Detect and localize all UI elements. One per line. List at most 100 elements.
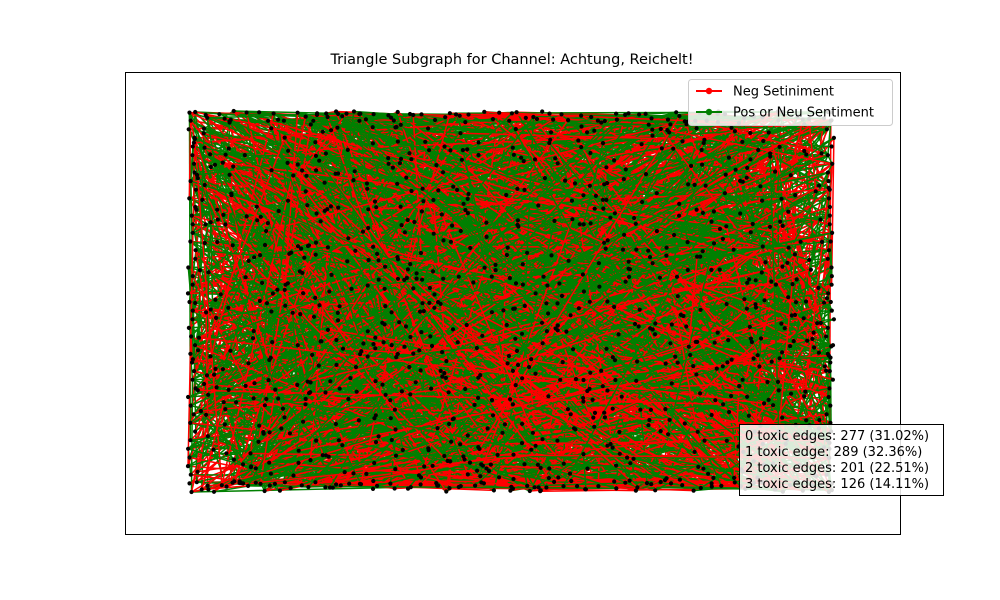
edge-positive-neutral (289, 253, 810, 427)
edge-negative (420, 330, 548, 372)
graph-node (717, 267, 722, 272)
graph-node (650, 261, 655, 266)
graph-node (635, 485, 640, 490)
graph-node (692, 449, 697, 454)
graph-node (780, 350, 785, 355)
graph-node (616, 332, 621, 337)
graph-node (632, 321, 638, 327)
graph-node (748, 157, 753, 162)
graph-node (640, 199, 645, 205)
edge-positive-neutral (267, 120, 393, 441)
edge-negative (190, 120, 341, 307)
graph-node (490, 413, 496, 418)
edge-positive-neutral (197, 128, 205, 351)
graph-node (677, 213, 682, 218)
graph-node (303, 396, 308, 401)
edge-negative (305, 190, 499, 456)
graph-node (419, 209, 424, 214)
edge-negative (697, 413, 827, 433)
edge-positive-neutral (210, 142, 704, 156)
graph-node (271, 111, 276, 116)
graph-node (361, 341, 366, 346)
graph-node (431, 197, 436, 203)
graph-node (802, 394, 807, 399)
edge-negative (191, 137, 286, 380)
graph-node (737, 384, 742, 389)
graph-node (602, 410, 607, 415)
graph-node (732, 475, 737, 480)
graph-node (763, 260, 768, 265)
edge-positive-neutral (307, 114, 640, 488)
edge-positive-neutral (484, 152, 771, 269)
graph-node (441, 276, 446, 281)
graph-node (455, 187, 460, 192)
edge-negative (200, 383, 205, 412)
graph-node (337, 386, 342, 391)
graph-node (258, 214, 263, 219)
graph-node (777, 356, 782, 361)
graph-node (291, 473, 296, 478)
graph-node (489, 274, 494, 279)
graph-node (664, 253, 669, 258)
graph-node (663, 407, 668, 412)
graph-node (348, 376, 353, 381)
graph-node (465, 433, 470, 438)
graph-node (423, 139, 428, 144)
edge-positive-neutral (462, 149, 493, 277)
graph-node (563, 178, 568, 183)
graph-node (398, 156, 404, 161)
edge-positive-neutral (764, 261, 829, 329)
graph-node (392, 407, 397, 412)
graph-node (513, 127, 518, 132)
graph-node (251, 329, 256, 334)
graph-node (604, 165, 609, 170)
graph-node (302, 255, 307, 260)
graph-node (193, 300, 198, 306)
graph-node (227, 172, 232, 177)
edge-negative (253, 354, 313, 399)
graph-node (794, 277, 799, 282)
graph-node (588, 370, 593, 375)
graph-node (610, 355, 615, 360)
graph-node (533, 291, 538, 296)
edge-negative (194, 250, 207, 313)
edge-negative (190, 473, 240, 483)
graph-node (264, 396, 269, 402)
graph-node (240, 462, 246, 467)
graph-node (344, 111, 349, 116)
edge-positive-neutral (350, 259, 370, 290)
edge-negative (667, 129, 833, 165)
edge-positive-neutral (228, 389, 667, 480)
graph-node (571, 347, 576, 352)
graph-node (228, 348, 233, 353)
graph-node (220, 367, 225, 372)
graph-node (250, 336, 256, 341)
graph-node (502, 422, 507, 427)
edge-positive-neutral (359, 113, 736, 171)
edge-positive-neutral (228, 121, 231, 149)
graph-node (300, 168, 305, 173)
edge-positive-neutral (374, 347, 565, 465)
graph-node (627, 478, 632, 483)
graph-node (208, 152, 213, 157)
graph-node (724, 438, 729, 443)
edge-positive-neutral (192, 242, 206, 311)
graph-node (605, 238, 610, 243)
edge-negative (255, 430, 779, 484)
graph-node (632, 215, 637, 221)
graph-node (405, 217, 410, 223)
graph-node (446, 390, 451, 395)
edge-positive-neutral (507, 111, 784, 364)
edge-positive-neutral (491, 341, 697, 401)
edge-negative (299, 270, 447, 492)
edge-positive-neutral (358, 120, 384, 323)
graph-node (777, 144, 782, 149)
edge-negative (316, 212, 608, 447)
graph-node (393, 467, 398, 472)
graph-node (723, 172, 728, 177)
graph-node (375, 251, 380, 256)
edge-negative (684, 121, 703, 165)
graph-node (394, 355, 399, 360)
graph-node (779, 321, 784, 326)
graph-node (530, 430, 536, 435)
